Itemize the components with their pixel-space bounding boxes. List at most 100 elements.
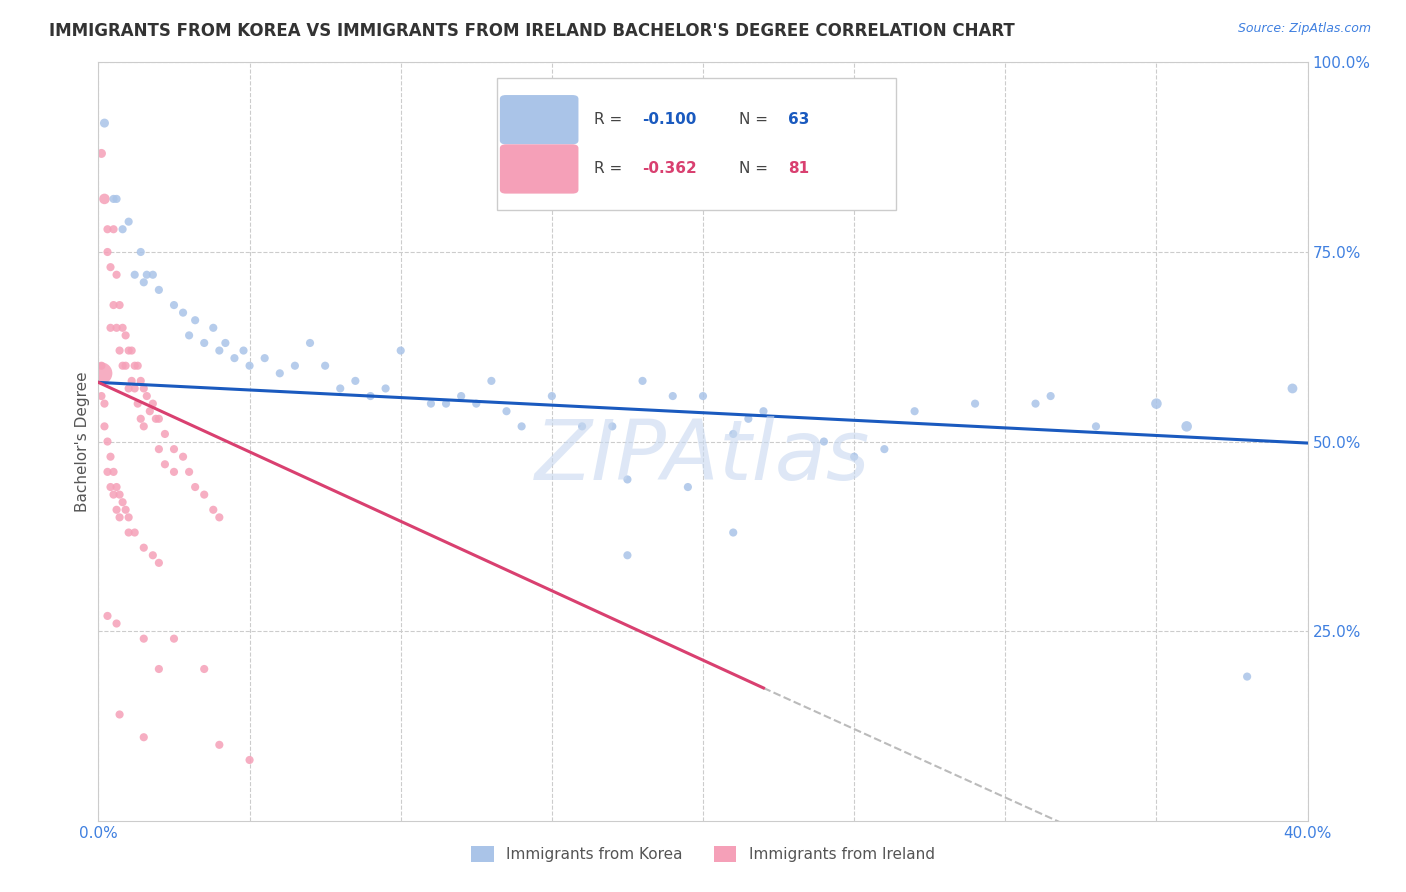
Point — [105, 192, 128, 206]
Point — [111, 222, 134, 236]
Point — [127, 359, 149, 373]
Text: N =: N = — [740, 112, 773, 127]
Point — [1144, 396, 1167, 410]
Point — [93, 192, 115, 206]
Point — [103, 192, 125, 206]
Point — [737, 412, 759, 426]
Point — [124, 382, 146, 396]
Point — [179, 465, 201, 479]
Point — [129, 374, 152, 388]
Point — [202, 320, 225, 334]
Point — [96, 465, 118, 479]
Legend: Immigrants from Korea, Immigrants from Ireland: Immigrants from Korea, Immigrants from I… — [471, 847, 935, 863]
Point — [224, 351, 246, 366]
Point — [124, 525, 146, 540]
Point — [100, 260, 122, 275]
Point — [163, 465, 186, 479]
Point — [163, 632, 186, 646]
Point — [631, 374, 654, 388]
Point — [172, 450, 194, 464]
Point — [163, 298, 186, 312]
Point — [208, 738, 231, 752]
Text: R =: R = — [595, 161, 627, 176]
Point — [103, 222, 125, 236]
Point — [100, 480, 122, 494]
Point — [661, 389, 683, 403]
Point — [108, 510, 131, 524]
Point — [100, 450, 122, 464]
Point — [103, 298, 125, 312]
Point — [114, 503, 136, 517]
Point — [360, 389, 382, 403]
Text: ZIPAtlas: ZIPAtlas — [536, 417, 870, 497]
Point — [135, 268, 157, 282]
Point — [434, 396, 457, 410]
Point — [129, 244, 152, 259]
Point — [184, 480, 207, 494]
Point — [752, 404, 775, 418]
Point — [616, 548, 638, 563]
Point — [108, 707, 131, 722]
Point — [873, 442, 896, 457]
Point — [100, 320, 122, 334]
Point — [148, 662, 170, 676]
Point — [105, 268, 128, 282]
Point — [105, 320, 128, 334]
Point — [96, 608, 118, 623]
Point — [495, 404, 517, 418]
Point — [676, 480, 699, 494]
Point — [193, 487, 215, 501]
Point — [118, 382, 141, 396]
Point — [208, 343, 231, 358]
Point — [132, 419, 155, 434]
Text: 63: 63 — [787, 112, 808, 127]
Point — [121, 374, 143, 388]
Point — [148, 412, 170, 426]
Point — [114, 359, 136, 373]
Point — [114, 328, 136, 343]
Point — [90, 146, 112, 161]
Point — [389, 343, 412, 358]
Point — [299, 335, 322, 350]
Point — [105, 503, 128, 517]
Point — [132, 541, 155, 555]
Point — [965, 396, 987, 410]
Point — [179, 328, 201, 343]
Text: -0.100: -0.100 — [643, 112, 697, 127]
Text: N =: N = — [740, 161, 773, 176]
Point — [540, 389, 562, 403]
Point — [153, 427, 176, 442]
Point — [103, 465, 125, 479]
Point — [142, 548, 165, 563]
Point — [96, 434, 118, 449]
Point — [135, 389, 157, 403]
Text: 81: 81 — [787, 161, 808, 176]
Point — [127, 396, 149, 410]
Point — [93, 116, 115, 130]
Point — [96, 222, 118, 236]
Point — [1281, 382, 1303, 396]
Point — [269, 366, 291, 380]
Point — [1175, 419, 1198, 434]
Point — [93, 419, 115, 434]
Point — [239, 359, 262, 373]
FancyBboxPatch shape — [501, 145, 578, 194]
Point — [904, 404, 927, 418]
FancyBboxPatch shape — [498, 78, 897, 211]
Point — [374, 382, 396, 396]
Point — [239, 753, 262, 767]
Point — [692, 389, 714, 403]
Point — [121, 343, 143, 358]
Point — [571, 419, 593, 434]
Point — [481, 374, 503, 388]
Point — [184, 313, 207, 327]
Point — [132, 275, 155, 289]
Point — [723, 427, 745, 442]
Point — [118, 343, 141, 358]
Point — [844, 450, 866, 464]
Point — [163, 442, 186, 457]
Point — [284, 359, 307, 373]
Point — [420, 396, 443, 410]
Point — [148, 442, 170, 457]
Text: -0.362: -0.362 — [643, 161, 697, 176]
